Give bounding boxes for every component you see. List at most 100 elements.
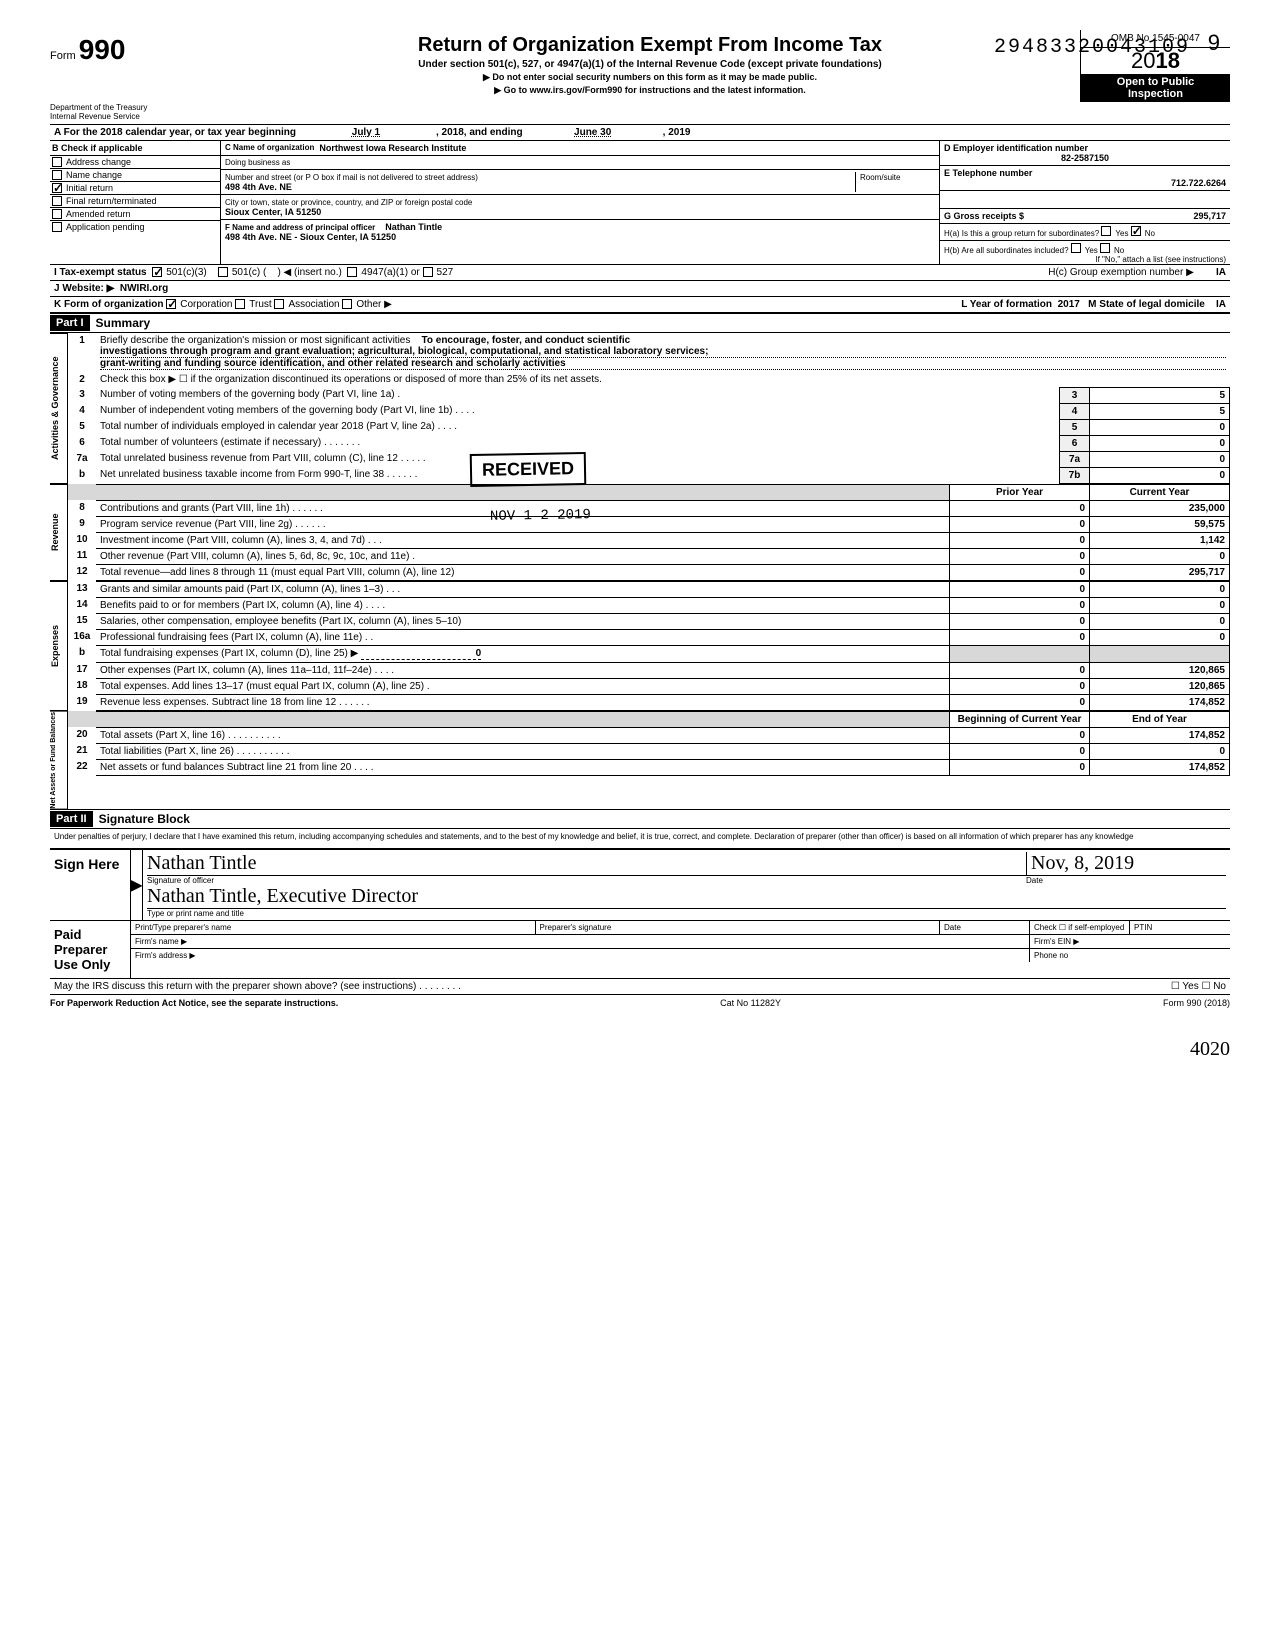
b-label-4: Amended return [66,209,131,219]
officer-label: F Name and address of principal officer [225,223,375,232]
mission-label: Briefly describe the organization's miss… [100,335,410,346]
mission-l3[interactable]: grant-writing and funding source identif… [100,358,1226,370]
phone-value[interactable]: 712.722.6264 [944,178,1226,188]
line-i: I Tax-exempt status 501(c)(3) 501(c) ( )… [50,265,1230,281]
vlabel-revenue: Revenue [50,484,68,581]
preparer-name-label: Print/Type preparer's name [131,921,536,934]
i-4947-label: 4947(a)(1) or [361,267,419,278]
k-trust[interactable] [235,299,245,309]
j-label: J Website: ▶ [54,283,114,294]
d-label: D Employer identification number [944,143,1088,153]
sign-date[interactable]: Nov, 8, 2019 [1031,852,1134,874]
curr-year-hdr: Current Year [1090,484,1230,500]
date-label: Date [1026,876,1226,885]
ein-value[interactable]: 82-2587150 [944,153,1226,163]
open-inspection: Open to Public Inspection [1081,74,1230,102]
l-label: L Year of formation [961,299,1052,310]
b-label-1: Name change [66,170,122,180]
i-527-label: 527 [437,267,454,278]
officer-signature[interactable]: Nathan Tintle [147,852,256,874]
governance-table: 1 Briefly describe the organization's mi… [68,333,1230,484]
mission-l2[interactable]: investigations through program and grant… [100,346,1226,358]
ha-no[interactable] [1131,226,1141,236]
form-title: Return of Organization Exempt From Incom… [226,34,1074,57]
gross-receipts[interactable]: 295,717 [1193,211,1226,221]
instr-ssn: ▶ Do not enter social security numbers o… [226,72,1074,83]
b-check-0[interactable] [52,157,62,167]
g-label: G Gross receipts $ [944,211,1024,221]
k-corp[interactable] [166,299,176,309]
i-501c[interactable] [218,267,228,277]
officer-name-title[interactable]: Nathan Tintle, Executive Director [147,885,418,907]
b-label-0: Address change [66,157,131,167]
part1-hdr: Part I [50,315,90,331]
officer-name[interactable]: Nathan Tintle [385,222,442,232]
b-check-5[interactable] [52,222,62,232]
inspect-line1: Open to Public [1083,76,1228,88]
b-label-2: Initial return [66,183,113,193]
instr-url: ▶ Go to www.irs.gov/Form990 for instruct… [226,85,1074,96]
perjury-text: Under penalties of perjury, I declare th… [50,829,1230,844]
ha-yes[interactable] [1101,226,1111,236]
firm-ein-label: Firm's EIN ▶ [1030,935,1230,948]
hb-label: H(b) Are all subordinates included? [944,246,1069,255]
i-501c3[interactable] [152,267,162,277]
dba-label: Doing business as [225,158,290,167]
footer: For Paperwork Reduction Act Notice, see … [50,995,1230,1008]
stamp-number: 29483320043109 [994,36,1190,59]
prior-year-hdr: Prior Year [950,484,1090,500]
ptin-label: PTIN [1130,921,1230,934]
initials: 4020 [50,1038,1230,1061]
i-501c-label: 501(c) ( [232,267,266,278]
part2-hdr: Part II [50,811,93,827]
begin-year-hdr: Beginning of Current Year [950,711,1090,727]
e-label: E Telephone number [944,168,1032,178]
hb-note: If "No," attach a list (see instructions… [1095,255,1226,264]
street-label: Number and street (or P O box if mail is… [225,173,478,182]
i-527[interactable] [423,267,433,277]
part1-title: Summary [90,314,157,332]
part2-bar: Part II Signature Block [50,809,1230,829]
form-prefix: Form [50,50,76,62]
website-value[interactable]: NWIRI.org [120,283,168,294]
i-4947[interactable] [347,267,357,277]
hb-yes[interactable] [1071,243,1081,253]
m-label: M State of legal domicile [1088,299,1205,310]
hb-no[interactable] [1100,243,1110,253]
city-value[interactable]: Sioux Center, IA 51250 [225,207,321,217]
irs-discuss: May the IRS discuss this return with the… [54,981,461,992]
k-other[interactable] [342,299,352,309]
mission-l1[interactable]: To encourage, foster, and conduct scient… [422,335,631,346]
paid-preparer-label: Paid Preparer Use Only [50,921,130,978]
footer-right: Form 990 (2018) [1163,998,1230,1008]
inspect-line2: Inspection [1083,88,1228,100]
form-subtitle: Under section 501(c), 527, or 4947(a)(1)… [226,59,1074,70]
header-grid: B Check if applicable Address change Name… [50,141,1230,265]
b-check-2[interactable] [52,183,62,193]
state-domicile[interactable]: IA [1216,299,1226,310]
netassets-table: Beginning of Current YearEnd of Year 20T… [68,711,1230,776]
i-label: I Tax-exempt status [54,267,147,278]
street-value[interactable]: 498 4th Ave. NE [225,182,292,192]
tax-year-end[interactable]: June 30 [523,127,663,138]
ha-label: H(a) Is this a group return for subordin… [944,229,1099,238]
tax-year-begin[interactable]: July 1 [296,127,436,138]
b-check-1[interactable] [52,170,62,180]
hc-value[interactable]: IA [1216,267,1226,278]
year-formation[interactable]: 2017 [1058,299,1080,310]
k-label: K Form of organization [54,299,163,310]
k-assoc[interactable] [274,299,284,309]
org-name[interactable]: Northwest Iowa Research Institute [319,143,466,153]
vlabel-expenses: Expenses [50,581,68,711]
type-label: Type or print name and title [147,909,1226,918]
sign-arrow-icon: ▶ [130,850,142,920]
preparer-date-label: Date [940,921,1030,934]
b-check-3[interactable] [52,196,62,206]
b-check-4[interactable] [52,209,62,219]
c-name-label: C Name of organization [225,143,314,153]
b-label-5: Application pending [66,222,145,232]
b-label-3: Final return/terminated [66,196,157,206]
officer-addr[interactable]: 498 4th Ave. NE - Sioux Center, IA 51250 [225,232,396,242]
b-header: B Check if applicable [50,141,220,156]
irs-yesno[interactable]: ☐ Yes ☐ No [1171,981,1226,992]
